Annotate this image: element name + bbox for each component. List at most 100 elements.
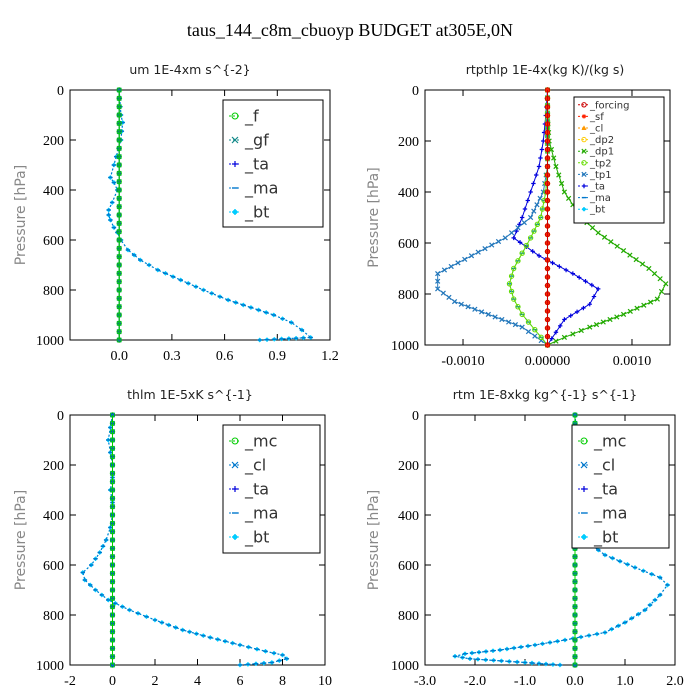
data-point: [572, 620, 578, 627]
legend-marker: [231, 136, 239, 144]
data-point: [614, 314, 620, 320]
data-point: [482, 245, 488, 252]
data-point: [109, 503, 116, 510]
data-point: [536, 253, 542, 258]
data-point: [116, 262, 122, 268]
data-point: [435, 270, 441, 277]
legend-label: _bt: [244, 203, 269, 223]
legend-box: [571, 424, 670, 549]
y-tick-label: 200: [43, 134, 64, 149]
data-point: [532, 327, 538, 333]
y-tick-label: 600: [398, 559, 419, 574]
data-point: [544, 146, 551, 153]
data-point: [544, 155, 551, 161]
data-point: [538, 214, 544, 221]
data-point: [544, 274, 551, 280]
data-point: [116, 112, 122, 118]
data-point: [109, 437, 116, 443]
data-point: [109, 528, 116, 535]
data-point: [544, 206, 551, 212]
data-point: [578, 327, 584, 334]
y-tick-label: 0: [412, 409, 419, 424]
data-point: [544, 291, 551, 297]
data-point: [511, 296, 517, 302]
data-point: [455, 260, 461, 266]
legend-label: _ta: [593, 480, 618, 500]
data-point: [544, 257, 551, 263]
data-point: [508, 230, 515, 236]
data-point: [116, 195, 122, 202]
data-point: [448, 263, 454, 270]
data-point: [458, 301, 464, 307]
data-point: [109, 495, 116, 502]
y-tick-label: 400: [43, 509, 64, 524]
legend: _forcing_sf_cl_dp2_dp1_tp2_tp1_ta_ma_bt: [573, 96, 665, 224]
data-point: [116, 320, 122, 327]
data-point: [109, 612, 116, 618]
data-point: [595, 286, 601, 292]
data-point: [544, 138, 551, 144]
legend-label: _ma: [244, 504, 278, 524]
data-point: [492, 314, 498, 320]
y-tick-label: 1000: [391, 339, 419, 354]
data-point: [572, 595, 578, 602]
panel-3: thlm 1E-5xK s^{-1} Pressure [hPa] 0 200 400 6…: [13, 387, 332, 689]
data-point: [536, 164, 542, 169]
data-point: [657, 276, 663, 282]
data-point: [544, 197, 551, 204]
data-point: [568, 313, 573, 318]
panel-title: um 1E-4xm s^{-2}: [129, 62, 250, 77]
data-point: [539, 206, 546, 212]
x-tick-label: 0: [109, 674, 116, 689]
data-point: [462, 256, 468, 262]
data-point: [561, 189, 568, 195]
x-tick-label: 0.9: [269, 349, 287, 364]
y-tick-label: 0: [412, 84, 419, 99]
data-point: [116, 187, 122, 193]
data-point: [544, 265, 551, 272]
data-point: [572, 587, 578, 593]
data-point: [572, 662, 578, 668]
data-point: [544, 299, 551, 306]
legend-marker: [581, 125, 587, 131]
data-point: [572, 412, 578, 418]
legend-label: _forcing: [589, 100, 630, 111]
legend-label: _cl: [244, 456, 266, 476]
data-point: [587, 302, 592, 307]
data-point: [525, 319, 532, 325]
panel-title: rtpthlp 1E-4x(kg K)/(kg s): [466, 62, 625, 77]
data-point: [109, 595, 116, 602]
x-tick-label: 0.3: [163, 349, 181, 364]
data-point: [525, 198, 530, 203]
legend-marker: [581, 171, 587, 178]
data-point: [608, 239, 614, 245]
legend-marker: [580, 461, 588, 469]
data-point: [556, 172, 562, 178]
x-tick-label: -3.0: [414, 674, 436, 689]
y-tick-label: 1000: [36, 334, 64, 349]
data-point: [572, 578, 578, 585]
data-point: [116, 270, 122, 277]
data-point: [116, 278, 122, 285]
data-point: [506, 281, 513, 287]
data-point: [544, 282, 551, 289]
data-point: [499, 316, 505, 323]
y-tick-label: 600: [398, 237, 419, 252]
legend-label: _bt: [589, 205, 605, 216]
data-point: [109, 653, 116, 660]
data-point: [576, 275, 582, 280]
data-point: [633, 256, 639, 263]
data-point: [109, 420, 116, 427]
data-point: [116, 170, 122, 177]
data-point: [512, 321, 519, 328]
data-point: [572, 612, 578, 618]
data-point: [109, 512, 116, 518]
data-point: [109, 545, 116, 552]
data-point: [549, 336, 554, 341]
data-point: [506, 319, 512, 325]
data-point: [663, 281, 669, 287]
x-tick-label: -1.0: [514, 674, 536, 689]
legend-marker: [231, 533, 239, 541]
data-point: [557, 264, 562, 269]
data-point: [583, 279, 588, 284]
